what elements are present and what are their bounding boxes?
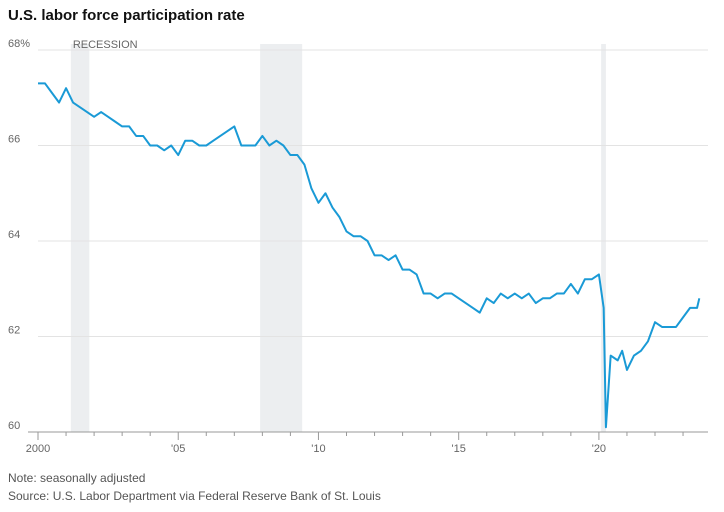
data-line xyxy=(38,82,701,429)
note: Note: seasonally adjusted xyxy=(8,471,145,485)
y-tick-label: 66 xyxy=(8,134,20,146)
x-tick-label: '05 xyxy=(171,443,185,455)
y-tick-label: 62 xyxy=(8,325,20,337)
y-tick-label: 64 xyxy=(8,229,20,241)
y-tick-label: 60 xyxy=(8,420,20,432)
annotation: RECESSION xyxy=(73,39,138,51)
recession-band xyxy=(70,44,90,432)
recession-band xyxy=(260,44,303,432)
x-tick-label: '20 xyxy=(592,443,606,455)
x-tick-label: 2000 xyxy=(26,443,50,455)
recession-band xyxy=(601,44,606,432)
source: Source: U.S. Labor Department via Federa… xyxy=(8,489,381,503)
x-tick-label: '10 xyxy=(311,443,325,455)
x-tick-label: '15 xyxy=(452,443,466,455)
chart-title: U.S. labor force participation rate xyxy=(8,7,245,24)
y-tick-label: 68% xyxy=(8,38,30,50)
